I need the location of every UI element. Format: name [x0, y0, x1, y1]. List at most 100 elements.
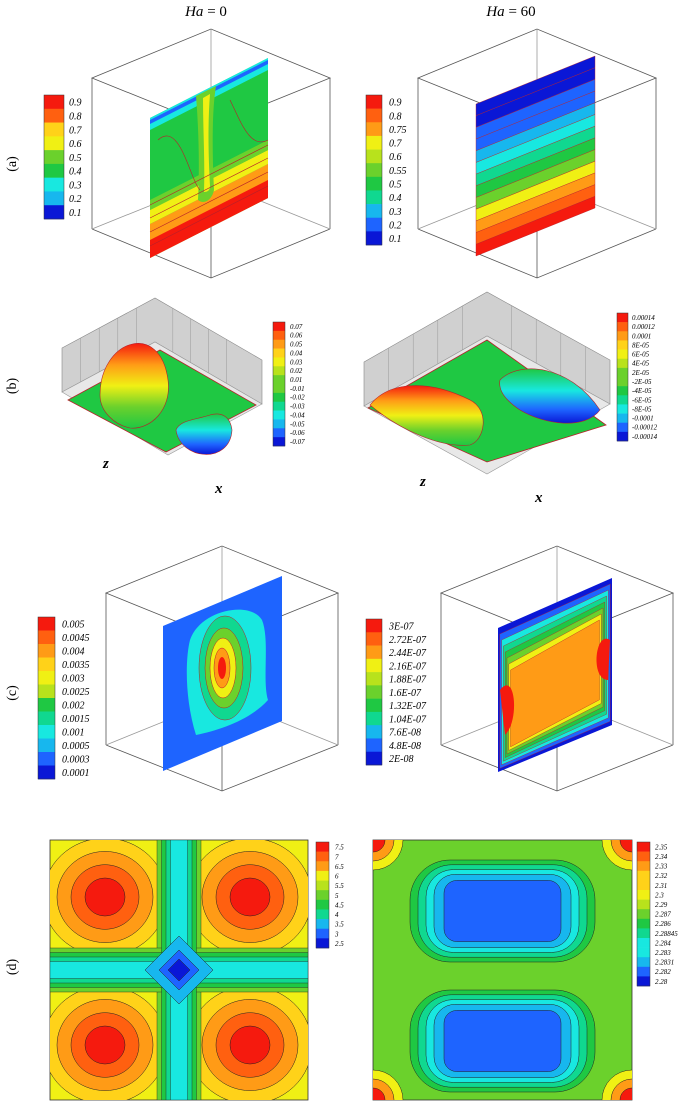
- colorbar-label: 4: [335, 911, 339, 919]
- colorbar-swatch: [316, 870, 329, 881]
- colorbar-label: 7.5: [335, 844, 344, 852]
- colorbar-swatch: [273, 348, 285, 358]
- contour: [443, 1010, 562, 1072]
- colorbar-label: 0.00014: [632, 314, 655, 322]
- colorbar-label: 7.6E-08: [389, 728, 421, 739]
- colorbar-swatch: [273, 322, 285, 332]
- colorbar-label: 2.3: [655, 891, 664, 899]
- colorbar-label: 0.003: [62, 674, 85, 685]
- colorbar-label: 0.9: [69, 98, 82, 109]
- colorbar-swatch: [637, 947, 650, 958]
- panel-d-left: 7.57 6.5 65.5 54.5 4 3.53 2.5: [49, 839, 344, 1101]
- colorbar-label: 2.35: [655, 843, 668, 851]
- colorbar-swatch: [637, 928, 650, 939]
- colorbar-label: 2.28: [655, 978, 668, 986]
- colorbar-swatch: [617, 322, 628, 332]
- colorbar-swatch: [637, 918, 650, 929]
- colorbar-swatch: [637, 851, 650, 862]
- colorbar-label: 0.02: [290, 367, 303, 375]
- colorbar-swatch: [366, 632, 382, 646]
- colorbar-swatch: [273, 366, 285, 376]
- colorbar-swatch: [366, 738, 382, 753]
- colorbar-label: 0.1: [69, 208, 82, 219]
- colorbar-label: -0.01: [290, 385, 305, 393]
- colorbar-swatch: [44, 163, 64, 178]
- colorbar-label: 0.03: [290, 358, 303, 366]
- header-right: Ha = 60: [485, 4, 535, 20]
- colorbar-label: 2.16E-07: [389, 661, 427, 672]
- colorbar-swatch: [637, 899, 650, 910]
- row-label-a: (a): [5, 156, 20, 172]
- colorbar-label: -0.0001: [632, 415, 654, 423]
- colorbar-swatch: [38, 725, 55, 739]
- colorbar-label: 2.284: [655, 939, 671, 947]
- colorbar-swatch: [366, 176, 382, 191]
- colorbar-label: 0.75: [389, 125, 407, 136]
- colorbar-label: 7: [335, 853, 339, 861]
- colorbar-swatch: [316, 919, 329, 930]
- contour: [229, 1025, 271, 1065]
- colorbar-swatch: [273, 428, 285, 438]
- contour: [229, 877, 271, 917]
- axis-z-b-right: z: [419, 474, 426, 490]
- colorbar-swatch: [637, 966, 650, 977]
- colorbar-d-left: 7.57 6.5 65.5 54.5 4 3.53 2.5: [315, 841, 344, 949]
- colorbar-swatch: [617, 404, 628, 414]
- colorbar-label: 4.8E-08: [389, 741, 421, 752]
- colorbar-swatch: [44, 95, 64, 110]
- colorbar-label: 0.3: [389, 207, 402, 218]
- contour: [443, 880, 562, 942]
- colorbar-swatch: [366, 751, 382, 766]
- row-label-b: (b): [5, 378, 20, 395]
- colorbar-swatch: [617, 413, 628, 424]
- colorbar-label: 6E-05: [632, 351, 650, 359]
- colorbar-swatch: [316, 890, 329, 901]
- colorbar-swatch: [637, 870, 650, 881]
- colorbar-label: 0.6: [389, 152, 402, 163]
- colorbar-label: 1.88E-07: [389, 675, 427, 686]
- colorbar-swatch: [617, 367, 628, 378]
- panel-c-right: 3E-07 2.72E-07 2.44E-07 2.16E-07 1.88E-07 1.6…: [365, 545, 675, 792]
- colorbar-swatch: [38, 738, 55, 753]
- colorbar-swatch: [273, 339, 285, 349]
- colorbar-swatch: [44, 177, 64, 192]
- colorbar-swatch: [273, 357, 285, 367]
- colorbar-swatch: [38, 657, 55, 672]
- axis-x-b-left: x: [214, 481, 223, 497]
- colorbar-swatch: [38, 698, 55, 712]
- colorbar-label: -0.04: [290, 411, 305, 419]
- colorbar-swatch: [617, 377, 628, 387]
- colorbar-label: 0.004: [62, 647, 85, 658]
- colorbar-label: 2.34: [655, 853, 668, 861]
- colorbar-swatch: [637, 861, 650, 872]
- colorbar-label: 2.72E-07: [389, 635, 427, 646]
- colorbar-label: 2.286: [655, 920, 671, 928]
- colorbar-swatch: [44, 108, 64, 123]
- colorbar-swatch: [617, 431, 628, 442]
- colorbar-swatch: [366, 217, 382, 232]
- slice-band: [475, 196, 596, 257]
- colorbar-swatch: [617, 395, 628, 405]
- colorbar-swatch: [316, 899, 329, 910]
- colorbar-swatch: [316, 861, 329, 872]
- colorbar-label: -4E-05: [632, 387, 652, 395]
- colorbar-swatch: [366, 672, 382, 686]
- colorbar-swatch: [38, 644, 55, 658]
- colorbar-a-right: 0.9 0.8 0.75 0.7 0.6 0.55 0.5 0.4 0.3 0.2 0.1: [365, 94, 407, 246]
- colorbar-swatch: [617, 358, 628, 369]
- colorbar-label: 0.05: [290, 341, 303, 349]
- colorbar-swatch: [273, 410, 285, 420]
- colorbar-swatch: [366, 108, 382, 123]
- colorbar-swatch: [617, 422, 628, 433]
- colorbar-swatch: [617, 331, 628, 341]
- colorbar-c-right: 3E-07 2.72E-07 2.44E-07 2.16E-07 1.88E-07 1.6…: [365, 618, 427, 766]
- colorbar-label: 0.8: [69, 112, 82, 123]
- colorbar-swatch: [366, 619, 382, 633]
- colorbar-swatch: [273, 384, 285, 394]
- colorbar-swatch: [366, 685, 382, 699]
- colorbar-swatch: [366, 711, 382, 726]
- colorbar-swatch: [273, 419, 285, 429]
- colorbar-label: -0.00012: [632, 424, 658, 432]
